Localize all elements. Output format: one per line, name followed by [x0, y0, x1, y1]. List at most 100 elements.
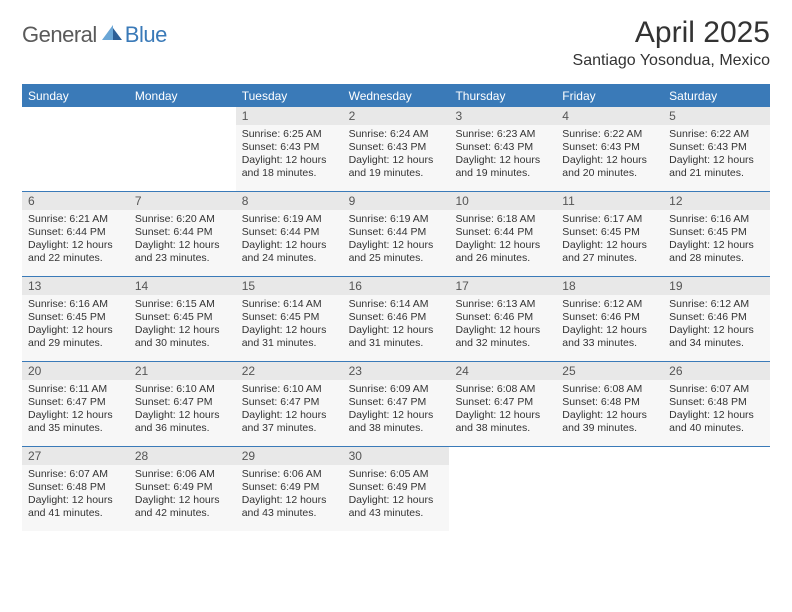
week-row: 6Sunrise: 6:21 AMSunset: 6:44 PMDaylight… — [22, 191, 770, 276]
month-title: April 2025 — [573, 16, 770, 50]
day-body: Sunrise: 6:14 AMSunset: 6:45 PMDaylight:… — [236, 295, 343, 361]
day-number: 7 — [129, 192, 236, 210]
sunset-text: Sunset: 6:46 PM — [562, 311, 657, 324]
daylight-text: Daylight: 12 hours and 27 minutes. — [562, 239, 657, 265]
logo-text-general: General — [22, 22, 97, 48]
day-number: 25 — [556, 362, 663, 380]
sunrise-text: Sunrise: 6:11 AM — [28, 383, 123, 396]
daylight-text: Daylight: 12 hours and 36 minutes. — [135, 409, 230, 435]
day-cell: 22Sunrise: 6:10 AMSunset: 6:47 PMDayligh… — [236, 362, 343, 446]
weekday-header: Tuesday — [236, 86, 343, 106]
day-number: 24 — [449, 362, 556, 380]
day-cell: 19Sunrise: 6:12 AMSunset: 6:46 PMDayligh… — [663, 277, 770, 361]
sunrise-text: Sunrise: 6:13 AM — [455, 298, 550, 311]
sunrise-text: Sunrise: 6:07 AM — [669, 383, 764, 396]
day-number: 30 — [343, 447, 450, 465]
calendar: Sunday Monday Tuesday Wednesday Thursday… — [22, 84, 770, 531]
day-number: 12 — [663, 192, 770, 210]
day-cell: 28Sunrise: 6:06 AMSunset: 6:49 PMDayligh… — [129, 447, 236, 531]
day-number: 4 — [556, 107, 663, 125]
daylight-text: Daylight: 12 hours and 28 minutes. — [669, 239, 764, 265]
sunrise-text: Sunrise: 6:21 AM — [28, 213, 123, 226]
day-body: Sunrise: 6:06 AMSunset: 6:49 PMDaylight:… — [129, 465, 236, 531]
sunrise-text: Sunrise: 6:06 AM — [242, 468, 337, 481]
day-body: Sunrise: 6:21 AMSunset: 6:44 PMDaylight:… — [22, 210, 129, 276]
sunrise-text: Sunrise: 6:22 AM — [669, 128, 764, 141]
day-cell: 17Sunrise: 6:13 AMSunset: 6:46 PMDayligh… — [449, 277, 556, 361]
day-cell — [663, 447, 770, 531]
day-body — [129, 111, 236, 191]
daylight-text: Daylight: 12 hours and 41 minutes. — [28, 494, 123, 520]
daylight-text: Daylight: 12 hours and 42 minutes. — [135, 494, 230, 520]
daylight-text: Daylight: 12 hours and 18 minutes. — [242, 154, 337, 180]
day-cell: 18Sunrise: 6:12 AMSunset: 6:46 PMDayligh… — [556, 277, 663, 361]
day-cell — [22, 107, 129, 191]
day-body: Sunrise: 6:13 AMSunset: 6:46 PMDaylight:… — [449, 295, 556, 361]
weekday-header: Friday — [556, 86, 663, 106]
sunrise-text: Sunrise: 6:17 AM — [562, 213, 657, 226]
sunset-text: Sunset: 6:45 PM — [562, 226, 657, 239]
day-number: 5 — [663, 107, 770, 125]
day-body: Sunrise: 6:14 AMSunset: 6:46 PMDaylight:… — [343, 295, 450, 361]
day-number: 20 — [22, 362, 129, 380]
sunset-text: Sunset: 6:43 PM — [242, 141, 337, 154]
day-cell: 1 Sunrise: 6:25 AMSunset: 6:43 PMDaylight… — [236, 107, 343, 191]
sunset-text: Sunset: 6:45 PM — [28, 311, 123, 324]
sunrise-text: Sunrise: 6:15 AM — [135, 298, 230, 311]
day-cell — [449, 447, 556, 531]
week-row: 20Sunrise: 6:11 AMSunset: 6:47 PMDayligh… — [22, 361, 770, 446]
sunrise-text: Sunrise: 6:20 AM — [135, 213, 230, 226]
weekday-header: Sunday — [22, 86, 129, 106]
sunrise-text: Sunrise: 6:25 AM — [242, 128, 337, 141]
day-cell: 4 Sunrise: 6:22 AMSunset: 6:43 PMDaylight… — [556, 107, 663, 191]
sunrise-text: Sunrise: 6:22 AM — [562, 128, 657, 141]
day-cell: 23Sunrise: 6:09 AMSunset: 6:47 PMDayligh… — [343, 362, 450, 446]
day-number: 22 — [236, 362, 343, 380]
sunset-text: Sunset: 6:47 PM — [242, 396, 337, 409]
sunset-text: Sunset: 6:47 PM — [28, 396, 123, 409]
day-cell: 14Sunrise: 6:15 AMSunset: 6:45 PMDayligh… — [129, 277, 236, 361]
daylight-text: Daylight: 12 hours and 23 minutes. — [135, 239, 230, 265]
day-number: 10 — [449, 192, 556, 210]
sunset-text: Sunset: 6:43 PM — [562, 141, 657, 154]
daylight-text: Daylight: 12 hours and 31 minutes. — [242, 324, 337, 350]
day-number: 29 — [236, 447, 343, 465]
day-number: 15 — [236, 277, 343, 295]
title-block: April 2025 Santiago Yosondua, Mexico — [573, 16, 770, 70]
day-body: Sunrise: 6:08 AMSunset: 6:47 PMDaylight:… — [449, 380, 556, 446]
day-number: 21 — [129, 362, 236, 380]
day-number: 6 — [22, 192, 129, 210]
sunrise-text: Sunrise: 6:12 AM — [669, 298, 764, 311]
sunrise-text: Sunrise: 6:19 AM — [349, 213, 444, 226]
day-cell: 25Sunrise: 6:08 AMSunset: 6:48 PMDayligh… — [556, 362, 663, 446]
sunrise-text: Sunrise: 6:12 AM — [562, 298, 657, 311]
day-body: Sunrise: 6:23 AMSunset: 6:43 PMDaylight:… — [449, 125, 556, 191]
day-cell: 9Sunrise: 6:19 AMSunset: 6:44 PMDaylight… — [343, 192, 450, 276]
sunrise-text: Sunrise: 6:24 AM — [349, 128, 444, 141]
day-body: Sunrise: 6:19 AMSunset: 6:44 PMDaylight:… — [236, 210, 343, 276]
day-number: 14 — [129, 277, 236, 295]
day-number: 1 — [236, 107, 343, 125]
location: Santiago Yosondua, Mexico — [573, 52, 770, 70]
day-number: 23 — [343, 362, 450, 380]
sunset-text: Sunset: 6:44 PM — [242, 226, 337, 239]
daylight-text: Daylight: 12 hours and 24 minutes. — [242, 239, 337, 265]
day-number: 26 — [663, 362, 770, 380]
day-cell: 29Sunrise: 6:06 AMSunset: 6:49 PMDayligh… — [236, 447, 343, 531]
sunset-text: Sunset: 6:43 PM — [669, 141, 764, 154]
day-number: 19 — [663, 277, 770, 295]
sunset-text: Sunset: 6:44 PM — [135, 226, 230, 239]
day-cell: 27Sunrise: 6:07 AMSunset: 6:48 PMDayligh… — [22, 447, 129, 531]
day-body: Sunrise: 6:08 AMSunset: 6:48 PMDaylight:… — [556, 380, 663, 446]
day-cell: 12Sunrise: 6:16 AMSunset: 6:45 PMDayligh… — [663, 192, 770, 276]
daylight-text: Daylight: 12 hours and 33 minutes. — [562, 324, 657, 350]
week-row: 27Sunrise: 6:07 AMSunset: 6:48 PMDayligh… — [22, 446, 770, 531]
day-number: 8 — [236, 192, 343, 210]
day-body: Sunrise: 6:11 AMSunset: 6:47 PMDaylight:… — [22, 380, 129, 446]
sunrise-text: Sunrise: 6:06 AM — [135, 468, 230, 481]
daylight-text: Daylight: 12 hours and 20 minutes. — [562, 154, 657, 180]
week-row: 13Sunrise: 6:16 AMSunset: 6:45 PMDayligh… — [22, 276, 770, 361]
day-body: Sunrise: 6:10 AMSunset: 6:47 PMDaylight:… — [236, 380, 343, 446]
day-number: 27 — [22, 447, 129, 465]
day-body: Sunrise: 6:07 AMSunset: 6:48 PMDaylight:… — [663, 380, 770, 446]
